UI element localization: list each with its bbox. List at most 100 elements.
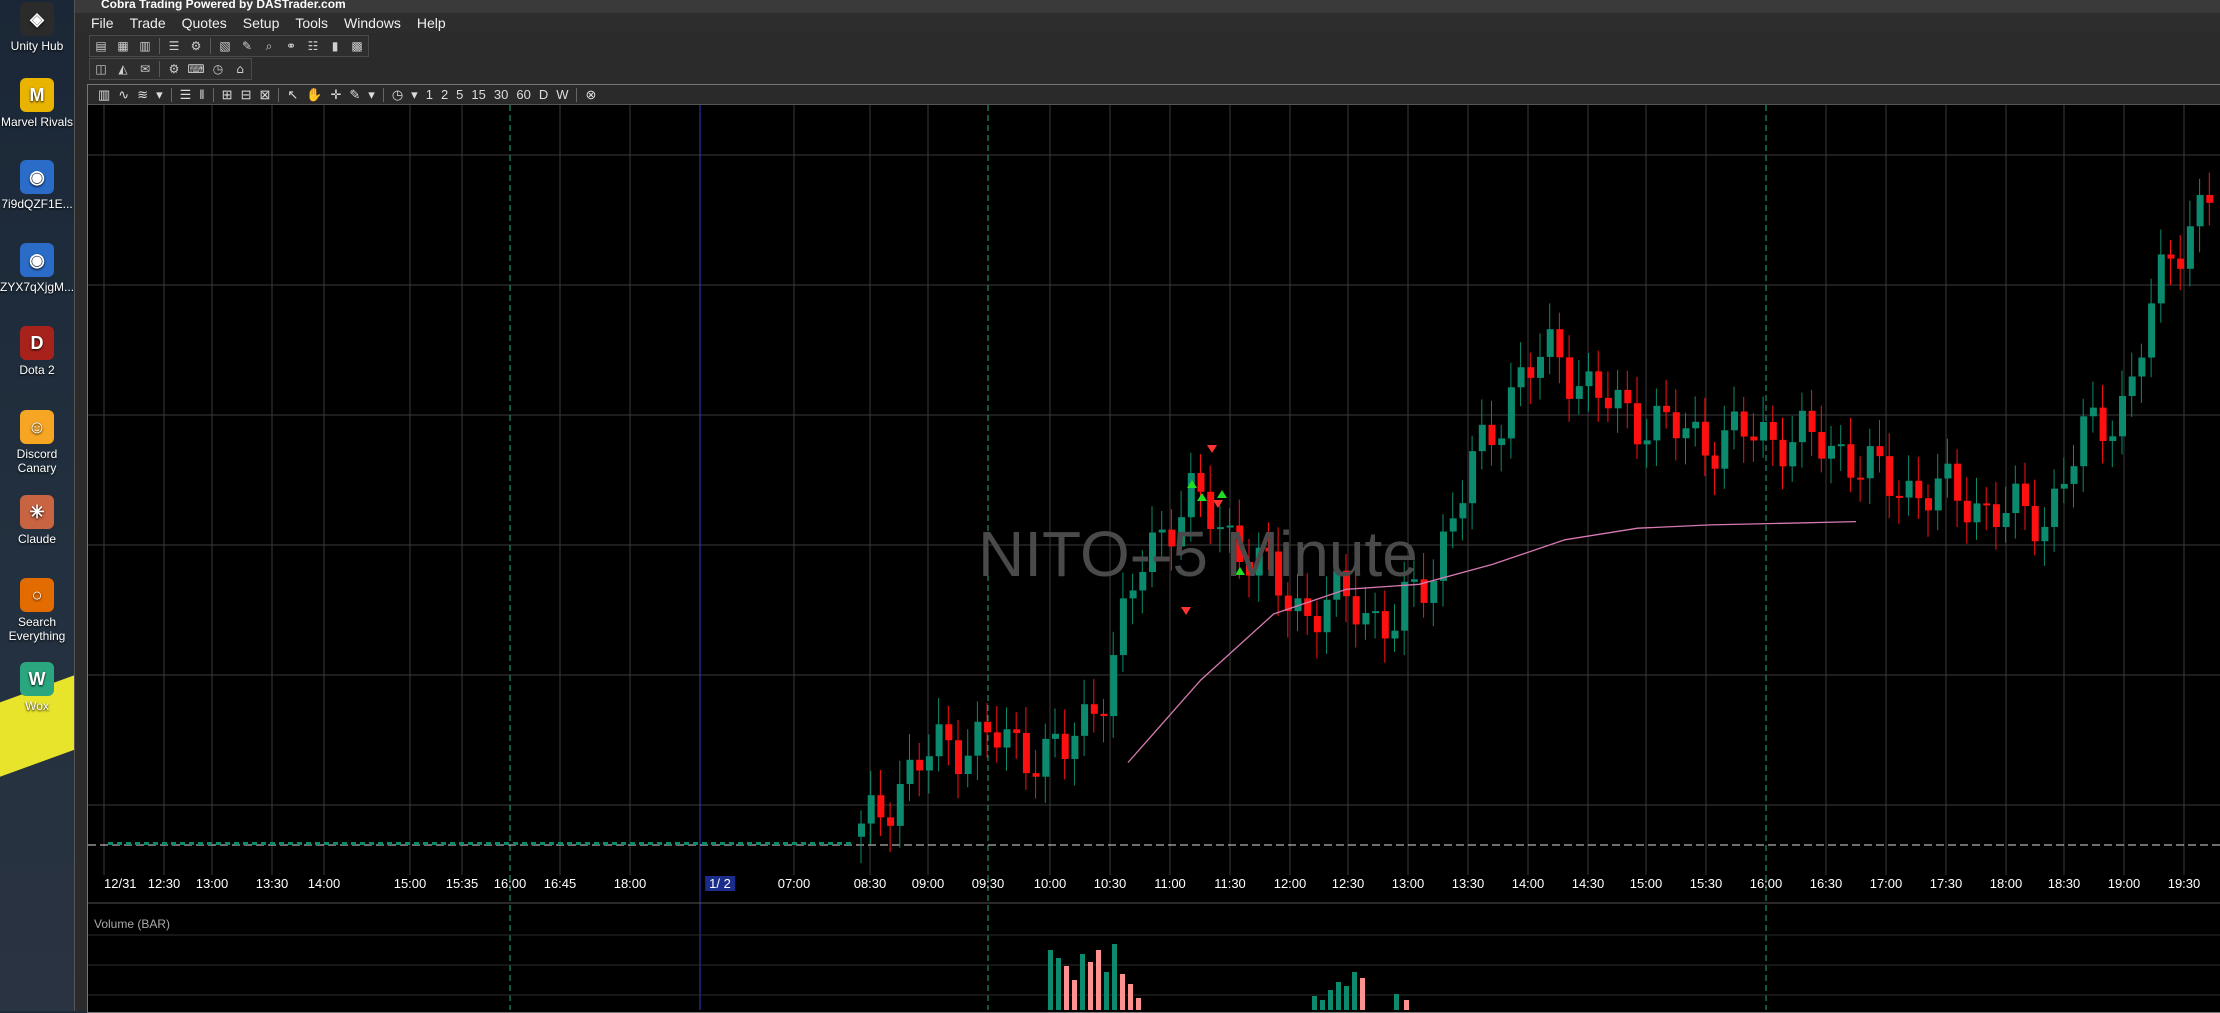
pause-icon[interactable]: ‖ (199, 87, 205, 102)
chart-window-icon[interactable]: ▦ (117, 39, 129, 53)
hand-icon[interactable]: ✋ (306, 86, 323, 102)
time-axis-label: 1/ 2 (705, 876, 735, 891)
candle (1507, 387, 1515, 439)
filter-icon[interactable]: ☷ (307, 39, 319, 53)
interval-60[interactable]: 60 (516, 87, 531, 102)
desktop-shortcut[interactable]: ◉ 7i9dQZF1E... (0, 160, 74, 211)
close-circle-icon[interactable]: ⊗ (585, 86, 597, 102)
home-icon[interactable]: ⌂ (236, 62, 244, 76)
candle (2138, 357, 2146, 377)
interval-30[interactable]: 30 (493, 87, 509, 102)
indicator-icon[interactable]: ∿ (118, 86, 130, 102)
keyboard-icon[interactable]: ⌨ (187, 62, 205, 76)
menu-setup[interactable]: Setup (242, 15, 280, 31)
interval-5[interactable]: 5 (456, 87, 464, 102)
menu-help[interactable]: Help (416, 15, 446, 31)
candle (612, 842, 617, 845)
candle (1071, 735, 1079, 760)
candle (1042, 738, 1050, 777)
candle (2157, 254, 2165, 304)
interval-15[interactable]: 15 (471, 87, 486, 102)
candle (369, 842, 374, 845)
candle (1905, 480, 1913, 498)
menu-bar: File Trade Quotes Setup Tools Windows He… (75, 13, 2220, 33)
candle (1052, 733, 1059, 739)
menu-quotes[interactable]: Quotes (181, 15, 227, 31)
draw-icon[interactable]: ✎ (349, 86, 361, 102)
settings-list-icon[interactable]: ⚙ (190, 39, 202, 53)
candle (1837, 444, 1845, 447)
cursor-icon[interactable]: ↖ (287, 86, 299, 102)
interval-weekly[interactable]: W (556, 87, 569, 102)
study-icon[interactable]: ≋ (137, 86, 149, 102)
candle (993, 732, 1001, 748)
chevron-down-icon[interactable]: ▾ (368, 86, 375, 102)
sell-marker (1181, 607, 1191, 615)
montage-icon[interactable]: ▤ (95, 39, 107, 53)
candle (666, 842, 671, 845)
candle (1769, 421, 1777, 440)
basket-icon[interactable]: ◫ (95, 62, 107, 76)
chevron-down-icon[interactable]: ▾ (156, 86, 163, 102)
candle (1178, 517, 1186, 547)
list-icon[interactable]: ☰ (179, 86, 192, 102)
watchlist-icon[interactable]: ▥ (139, 39, 151, 53)
menu-file[interactable]: File (91, 15, 114, 31)
candle (1643, 440, 1651, 445)
zoom-out-icon[interactable]: ⊟ (240, 86, 252, 102)
link-icon[interactable]: ⚭ (285, 39, 297, 53)
pen-icon[interactable]: ✎ (241, 39, 253, 53)
document-icon[interactable]: ▧ (219, 39, 231, 53)
mail-icon[interactable]: ✉ (139, 62, 151, 76)
candle (441, 842, 446, 845)
chart-type-icon[interactable]: ▥ (98, 86, 111, 102)
image-icon[interactable]: ▩ (351, 39, 363, 53)
search-icon[interactable]: ⌕ (265, 38, 273, 53)
desktop-shortcut[interactable]: ✳ Claude (0, 495, 74, 546)
desktop-shortcut[interactable]: ○ Search Everything (0, 578, 74, 643)
desktop-shortcut[interactable]: ◉ ZYX7qXjgM... (0, 243, 74, 294)
buy-marker (1187, 480, 1197, 488)
interval-daily[interactable]: D (538, 87, 549, 102)
list-icon[interactable]: ☰ (168, 39, 180, 53)
interval-2[interactable]: 2 (440, 87, 449, 102)
candle (387, 842, 392, 845)
desktop-shortcut[interactable]: M Marvel Rivals (0, 78, 74, 129)
candle (1032, 773, 1040, 777)
candle (1139, 571, 1147, 591)
candle (423, 842, 428, 845)
chevron-down-icon[interactable]: ▾ (411, 86, 418, 102)
gear-icon[interactable]: ⚙ (168, 62, 180, 76)
desktop-shortcut[interactable]: ☺ Discord Canary (0, 410, 74, 475)
zoom-in-icon[interactable]: ⊞ (221, 86, 233, 102)
candle (504, 842, 509, 845)
menu-windows[interactable]: Windows (344, 15, 401, 31)
candle (1595, 371, 1603, 398)
volume-bar (1136, 998, 1141, 1010)
desktop-shortcut[interactable]: D Dota 2 (0, 326, 74, 377)
menu-tools[interactable]: Tools (295, 15, 329, 31)
candle (2099, 407, 2107, 441)
clock-icon[interactable]: ◷ (391, 86, 404, 102)
candle (720, 842, 725, 845)
crosshair-icon[interactable]: ✛ (330, 86, 342, 102)
candle (1527, 367, 1535, 378)
toolbar-divider (576, 87, 578, 102)
candle (1149, 532, 1156, 572)
alert-icon[interactable]: ◭ (118, 62, 128, 76)
desktop-shortcut[interactable]: ◈ Unity Hub (0, 2, 74, 53)
candle (1343, 570, 1350, 597)
candle (1294, 598, 1302, 612)
candle (1575, 386, 1583, 399)
clock-icon[interactable]: ◷ (212, 62, 224, 76)
price-chart[interactable] (88, 105, 2220, 1010)
zoom-fit-icon[interactable]: ⊠ (259, 86, 271, 102)
toolbar-divider (159, 38, 160, 54)
bar-chart-icon[interactable]: ▮ (331, 39, 339, 53)
candle (216, 842, 221, 845)
desktop-shortcut[interactable]: W Wox (0, 662, 74, 713)
candle (252, 842, 257, 845)
interval-1[interactable]: 1 (425, 87, 433, 102)
candle (1653, 405, 1661, 441)
menu-trade[interactable]: Trade (129, 15, 166, 31)
